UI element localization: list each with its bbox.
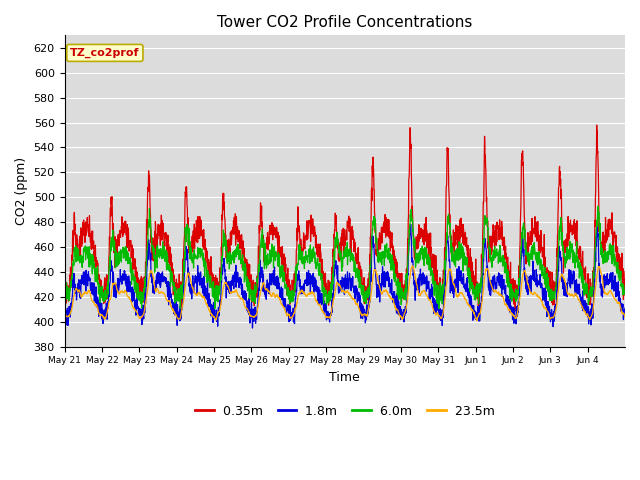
Text: TZ_co2prof: TZ_co2prof — [70, 48, 140, 58]
Y-axis label: CO2 (ppm): CO2 (ppm) — [15, 157, 28, 225]
X-axis label: Time: Time — [330, 371, 360, 384]
Legend:  0.35m,  1.8m,  6.0m,  23.5m: 0.35m, 1.8m, 6.0m, 23.5m — [190, 400, 500, 423]
Title: Tower CO2 Profile Concentrations: Tower CO2 Profile Concentrations — [217, 15, 472, 30]
